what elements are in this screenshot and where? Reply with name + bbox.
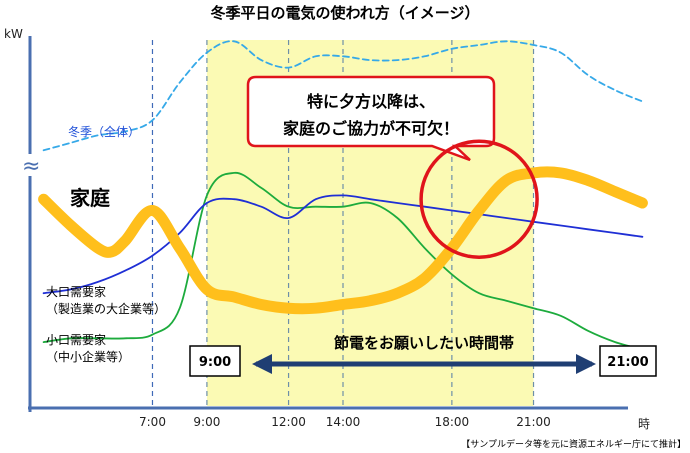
- x-tick-label: 18:00: [435, 415, 470, 429]
- x-tick-label: 12:00: [271, 415, 306, 429]
- source-note: 【サンプルデータ等を元に資源エネルギー庁にて推計】: [461, 438, 686, 450]
- end-time-box: [599, 345, 657, 377]
- callout-bubble: [246, 75, 496, 162]
- start-time-box: [189, 345, 241, 377]
- end-time-label: 21:00: [607, 355, 648, 370]
- x-tick-label: 21:00: [516, 415, 551, 429]
- winter-series-label: 冬季（全体）: [68, 124, 140, 139]
- y-axis-label: kW: [4, 27, 23, 41]
- axis-break-mask: [20, 154, 42, 176]
- large-customer-label-line2: （製造業の大企業等）: [46, 301, 166, 316]
- winter-total-line: [42, 40, 644, 152]
- x-tick-label: 14:00: [326, 415, 361, 429]
- period-label: 節電をお願いしたい時間帯: [334, 334, 514, 352]
- evening-peak-circle: [419, 139, 539, 259]
- axis-break-symbol: ≈: [22, 154, 40, 179]
- large-customer-label-line1: 大口需要家: [46, 284, 106, 299]
- household-line: [38, 166, 648, 315]
- callout-line1: 特に夕方以降は、: [307, 92, 435, 111]
- small-customer-label-line1: 小口需要家: [46, 332, 106, 347]
- chart-title: 冬季平日の電気の使われ方（イメージ）: [211, 4, 480, 22]
- start-time-label: 9:00: [199, 355, 231, 370]
- x-axis-label: 時: [638, 417, 650, 431]
- x-tick-label: 7:00: [139, 415, 166, 429]
- large-customer-line: [42, 194, 644, 295]
- small-customer-label-line2: （中小企業等）: [46, 349, 130, 364]
- x-tick-label: 9:00: [193, 415, 220, 429]
- small-customer-line: [42, 171, 644, 351]
- callout-line2: 家庭のご協力が不可欠！: [283, 119, 459, 138]
- home-series-label: 家庭: [70, 186, 110, 210]
